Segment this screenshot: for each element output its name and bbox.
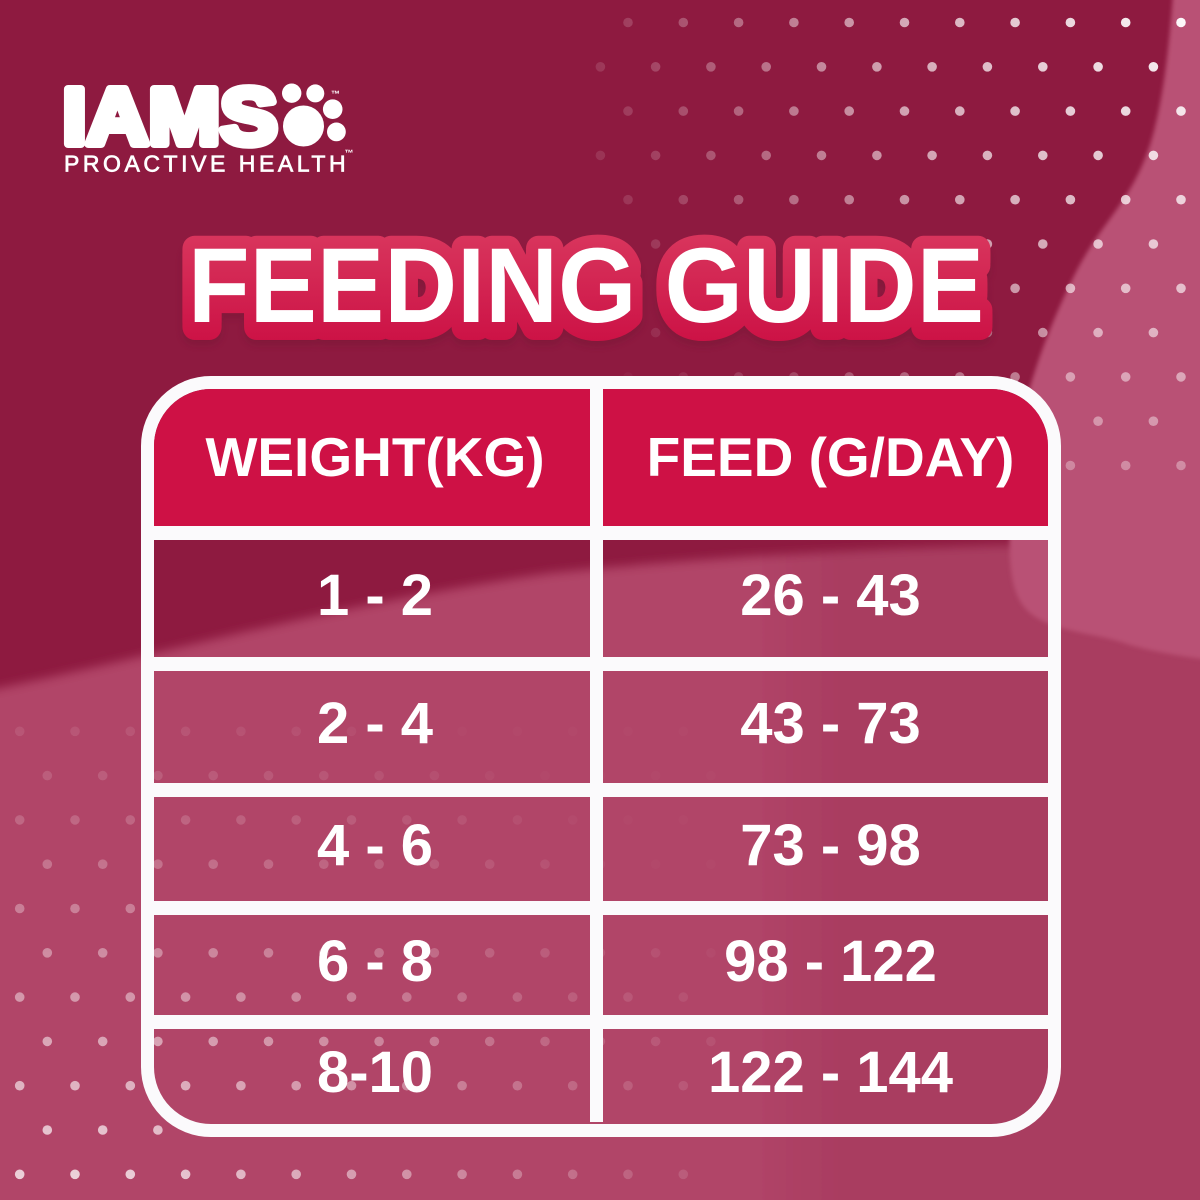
svg-text:FEEDING GUIDE: FEEDING GUIDE (188, 231, 984, 350)
svg-text:PROACTIVE HEALTH: PROACTIVE HEALTH (64, 151, 349, 177)
svg-text:FEEDING GUIDE: FEEDING GUIDE (188, 226, 984, 345)
svg-text:IAMS: IAMS (63, 72, 278, 161)
svg-text:™: ™ (331, 89, 340, 99)
svg-text:FEEDING GUIDE: FEEDING GUIDE (188, 226, 984, 345)
svg-text:™: ™ (345, 148, 354, 158)
svg-text:FEEDING GUIDE: FEEDING GUIDE (188, 236, 984, 355)
